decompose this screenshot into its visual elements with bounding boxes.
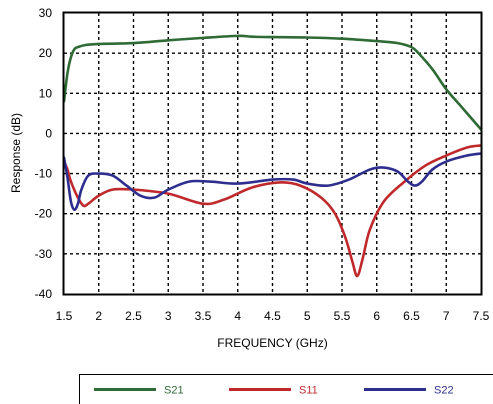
x-tick-label: 7.5 (473, 309, 490, 323)
series-line-s22 (62, 152, 483, 211)
y-tick-label: 30 (39, 6, 53, 20)
x-tick-label: 3 (165, 309, 172, 323)
y-tick-label: 20 (39, 46, 53, 60)
y-tick-label: 0 (45, 126, 52, 140)
x-tick-label: 3.5 (195, 309, 212, 323)
series-line-s11 (62, 144, 483, 278)
legend-label-s11: S11 (299, 385, 318, 397)
legend-label-s22: S22 (434, 385, 454, 397)
x-tick-label: 6 (373, 309, 380, 323)
y-tick-label: 10 (39, 86, 53, 100)
x-tick-label: 5.5 (334, 309, 351, 323)
series-layer (62, 34, 483, 278)
legend-label-s21: S21 (164, 385, 184, 397)
y-tick-labels: -40 -30 -20 -10 0 10 20 30 (35, 6, 53, 301)
x-tick-label: 2.5 (125, 309, 142, 323)
x-tick-labels: 1.5 2 2.5 3 3.5 4 4.5 5 5.5 6 6.5 7 7.5 (56, 309, 490, 323)
grid (64, 13, 481, 294)
x-tick-label: 6.5 (403, 309, 420, 323)
x-tick-label: 5 (304, 309, 311, 323)
x-tick-label: 4 (234, 309, 241, 323)
x-axis-title: FREQUENCY (GHz) (217, 336, 327, 350)
x-tick-label: 2 (95, 309, 102, 323)
x-tick-label: 4.5 (264, 309, 281, 323)
y-axis-title: Response (dB) (9, 113, 23, 193)
legend: S21 S11 S22 (79, 374, 493, 404)
x-tick-label: 1.5 (56, 309, 73, 323)
plot-frame (62, 11, 483, 296)
y-tick-label: -40 (35, 287, 53, 301)
y-tick-label: -10 (35, 167, 53, 181)
x-tick-label: 7 (443, 309, 450, 323)
y-tick-label: -30 (35, 247, 53, 261)
y-tick-label: -20 (35, 207, 53, 221)
series-line-s21 (62, 34, 483, 131)
